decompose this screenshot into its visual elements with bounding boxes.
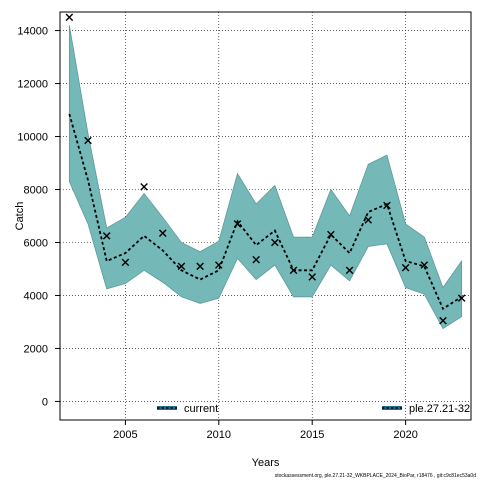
x-axis-title: Years <box>252 457 280 469</box>
observed-point <box>439 316 447 325</box>
observed-point <box>177 262 186 271</box>
confidence-band <box>68 25 463 330</box>
observed-point <box>102 232 111 240</box>
observed-point <box>158 229 167 238</box>
y-tick-label: 10000 <box>17 132 48 144</box>
observed-point <box>364 216 373 224</box>
observed-point <box>308 273 316 281</box>
plot-frame <box>59 11 472 421</box>
legend-label: current <box>184 403 218 415</box>
observed-point <box>140 183 148 191</box>
observed-point <box>383 201 391 210</box>
footer-note: stockassessment.org, ple.27.21-32_WKBPLA… <box>274 473 476 479</box>
observed-point <box>233 220 242 228</box>
y-tick-label: 2000 <box>24 343 48 355</box>
legend-label: ple.27.21-32 <box>409 403 470 415</box>
observed-points <box>65 13 466 325</box>
legend: current ple.27.21-32 <box>157 403 470 415</box>
y-tick-label: 12000 <box>17 79 48 91</box>
observed-point <box>289 266 298 275</box>
observed-point <box>121 258 130 267</box>
y-tick-label: 4000 <box>24 290 48 302</box>
observed-point <box>420 261 429 269</box>
y-tick-label: 8000 <box>24 185 48 197</box>
observed-point <box>252 255 260 264</box>
observed-point <box>65 13 74 22</box>
x-tick-label: 2015 <box>300 429 324 441</box>
observed-point <box>401 263 410 272</box>
observed-point <box>271 238 279 247</box>
y-axis-title: Catch <box>14 202 26 231</box>
observed-point <box>457 294 466 302</box>
observed-point <box>215 261 223 269</box>
y-tick-label: 0 <box>42 396 48 408</box>
x-tick-label: 2005 <box>113 429 137 441</box>
x-axis-ticks: 2005 2010 2015 2020 <box>113 420 418 441</box>
observed-point <box>327 230 335 239</box>
observed-point <box>196 262 204 271</box>
observed-point <box>345 266 354 275</box>
observed-point <box>84 136 92 145</box>
y-tick-label: 14000 <box>17 26 48 38</box>
x-tick-label: 2010 <box>207 429 231 441</box>
y-axis-ticks: 0 2000 4000 6000 8000 10000 12000 14000 <box>17 26 60 408</box>
x-tick-label: 2020 <box>393 429 417 441</box>
y-tick-label: 6000 <box>24 237 48 249</box>
